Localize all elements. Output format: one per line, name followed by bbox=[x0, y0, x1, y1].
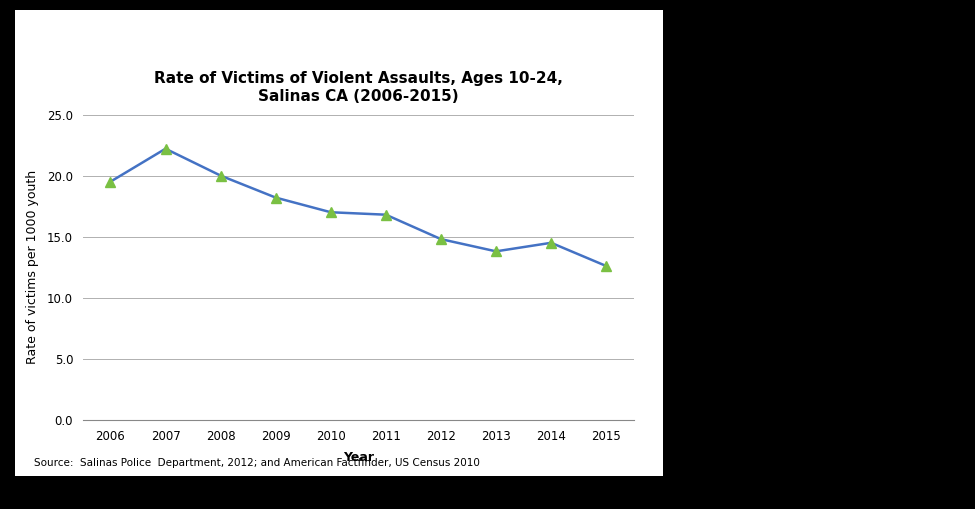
Text: Source:  Salinas Police  Department, 2012; and American Factfinder, US Census 20: Source: Salinas Police Department, 2012;… bbox=[34, 458, 480, 468]
Title: Rate of Victims of Violent Assaults, Ages 10-24,
Salinas CA (2006-2015): Rate of Victims of Violent Assaults, Age… bbox=[154, 71, 563, 104]
Y-axis label: Rate of victims per 1000 youth: Rate of victims per 1000 youth bbox=[25, 170, 39, 364]
X-axis label: Year: Year bbox=[343, 451, 373, 464]
